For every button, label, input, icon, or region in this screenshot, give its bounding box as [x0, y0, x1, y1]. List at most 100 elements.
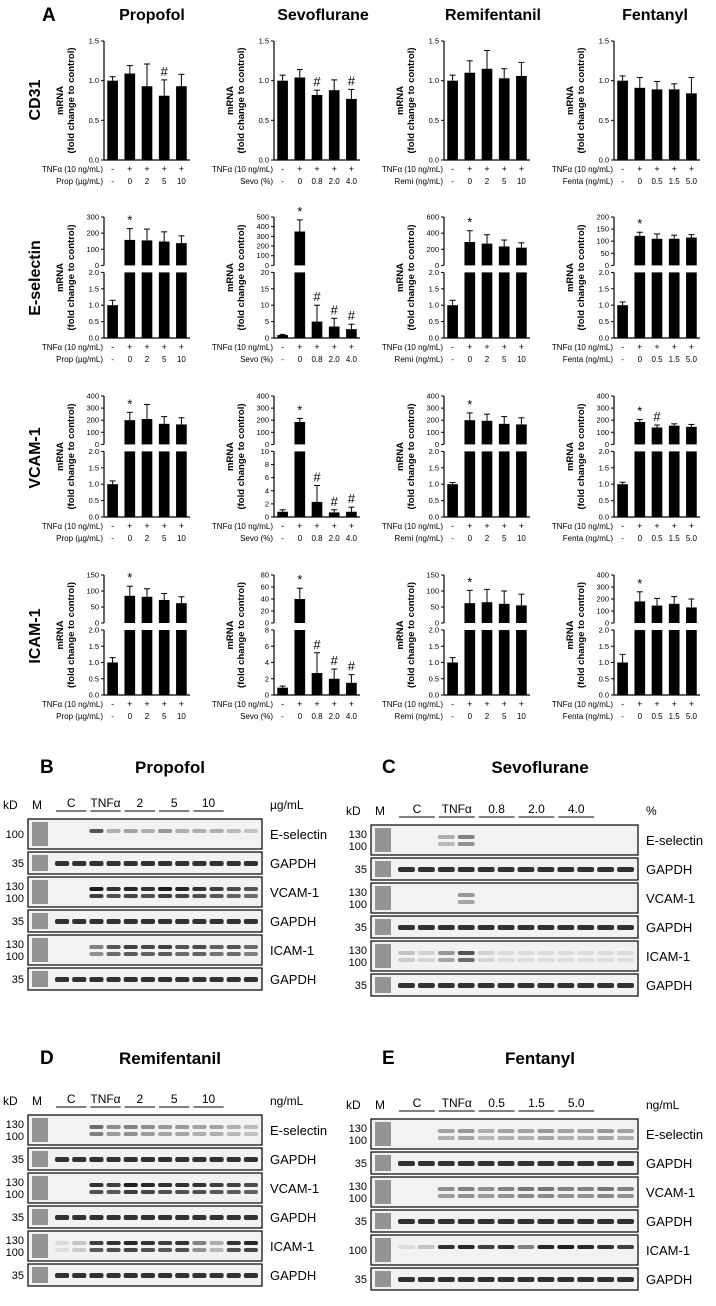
blot-strip-gapdh: 35 GAPDH: [12, 909, 316, 933]
protein-band: [209, 1157, 224, 1162]
bar-upper: [158, 423, 170, 445]
y-axis-label: (fold change to control): [236, 582, 247, 688]
significance-mark: *: [637, 216, 642, 231]
strip-protein-label: GAPDH: [646, 862, 692, 877]
marker-lane-label: M: [32, 1094, 42, 1108]
bar: [498, 630, 510, 695]
y-axis-label: (fold change to control): [236, 47, 247, 153]
mw-label: 100: [6, 829, 24, 841]
tnf-label: TNFα (10 ng/mL): [212, 522, 273, 531]
protein-band: [517, 867, 535, 872]
bar: [176, 451, 187, 517]
strip-protein-label: VCAM-1: [646, 1185, 695, 1200]
protein-band: [175, 977, 190, 982]
tnf-sign: +: [672, 521, 677, 531]
bar-upper: [141, 596, 153, 623]
dose-value: -: [451, 177, 454, 186]
protein-band: [243, 1125, 258, 1129]
bar-upper: [481, 602, 493, 623]
protein-band: [106, 1157, 121, 1162]
dose-value: 1.5: [669, 177, 681, 186]
ladder-band: [375, 886, 391, 910]
dose-value: 0: [298, 355, 303, 364]
bar: [346, 98, 357, 160]
protein-band: [597, 925, 615, 930]
protein-band: [497, 867, 515, 872]
bar: [668, 89, 680, 160]
unit-label: %: [646, 804, 657, 818]
significance-mark: *: [127, 396, 132, 411]
protein-band: [243, 1132, 258, 1136]
protein-band: [55, 861, 70, 866]
protein-band: [158, 1248, 173, 1252]
protein-band: [192, 1125, 207, 1129]
y-tick-label: 1.5: [89, 642, 99, 651]
bar: [294, 272, 306, 338]
dose-value: 2: [145, 355, 150, 364]
dose-value: 5: [162, 712, 167, 721]
significance-mark: #: [331, 494, 339, 509]
protein-band: [89, 894, 104, 898]
bar-upper: [294, 231, 306, 266]
y-tick-label: 6: [265, 642, 269, 651]
dose-value: 5: [502, 712, 507, 721]
tnf-sign: +: [502, 521, 507, 531]
lane-group-label: TNFα: [442, 1096, 472, 1110]
y-tick-label: 8: [265, 460, 269, 469]
bar-upper: [481, 243, 493, 266]
protein-band: [106, 1241, 121, 1245]
tnf-sign: +: [467, 521, 472, 531]
bar-upper: [686, 237, 697, 266]
y-tick-label: 10: [261, 447, 269, 456]
protein-band: [517, 958, 535, 962]
strip-protein-label: GAPDH: [270, 972, 316, 987]
significance-mark: *: [127, 213, 132, 228]
protein-band: [158, 1215, 173, 1220]
protein-band: [123, 919, 138, 924]
tnf-sign: +: [127, 164, 132, 174]
protein-band: [226, 1248, 241, 1252]
tnf-sign: +: [689, 342, 694, 352]
protein-band: [140, 861, 155, 866]
y-tick-label: 0: [265, 513, 269, 522]
bar: [447, 662, 458, 695]
dose-label: Prop (µg/mL): [56, 355, 103, 364]
strip-protein-label: GAPDH: [270, 914, 316, 929]
protein-band: [437, 951, 455, 955]
protein-band: [226, 952, 241, 956]
tnf-sign: -: [621, 521, 624, 531]
protein-band: [457, 893, 475, 897]
bar: [617, 305, 628, 338]
y-tick-label: 1.5: [429, 642, 439, 651]
dose-label: Fenta (ng/mL): [563, 355, 614, 364]
y-tick-label: 100: [256, 428, 269, 437]
bar: [141, 451, 153, 517]
tnf-sign: +: [467, 342, 472, 352]
tnf-label: TNFα (10 ng/mL): [552, 343, 613, 352]
dose-value: 0: [468, 534, 473, 543]
protein-band: [597, 1194, 615, 1198]
bar: [481, 630, 493, 695]
y-tick-label: 1.0: [429, 480, 439, 489]
panel-letter-a: A: [42, 5, 56, 26]
bar: [328, 326, 340, 338]
protein-band: [517, 1129, 535, 1133]
protein-band: [398, 925, 415, 930]
significance-mark: #: [313, 637, 321, 652]
protein-band: [106, 1183, 121, 1187]
y-tick-label: 2.0: [429, 447, 439, 456]
protein-band: [123, 1273, 138, 1278]
chart-1-2: mRNA (fold change to control) 0 200 400 600 0.…: [382, 213, 530, 364]
dose-value: 2.0: [329, 534, 341, 543]
protein-band: [89, 977, 104, 982]
protein-band: [497, 1219, 515, 1224]
protein-band: [617, 1161, 634, 1166]
y-tick-label: 0.0: [89, 513, 99, 522]
mw-label: 35: [355, 922, 367, 934]
dose-value: 0: [638, 712, 643, 721]
bar-upper: [294, 599, 306, 623]
y-tick-label: 0.0: [429, 691, 439, 700]
y-tick-label: 4: [265, 486, 269, 495]
